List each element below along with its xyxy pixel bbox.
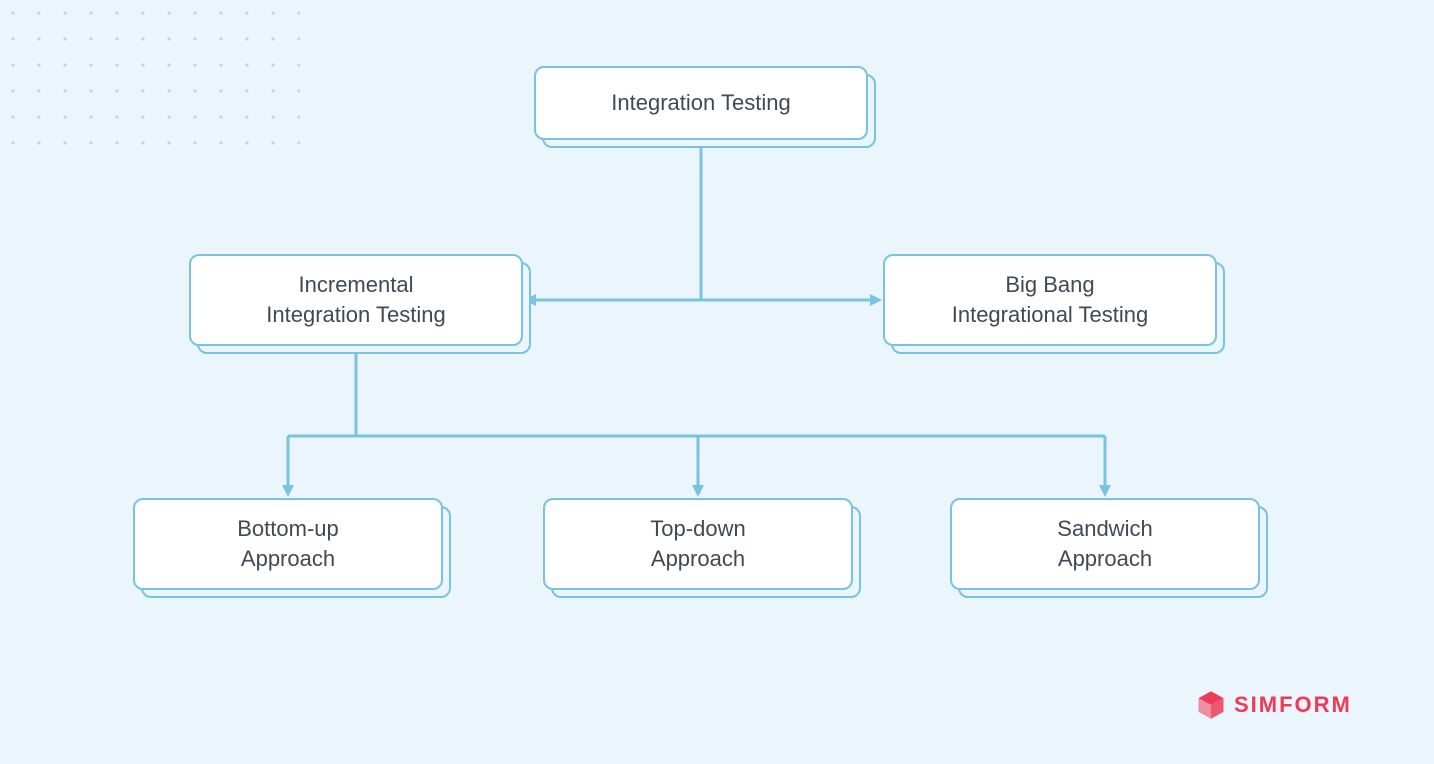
node-root: Integration Testing xyxy=(534,66,876,148)
node-box: Bottom-up Approach xyxy=(133,498,443,590)
dot-grid xyxy=(0,0,300,150)
logo-text: SIMFORM xyxy=(1234,692,1352,718)
node-bigbang: Big Bang Integrational Testing xyxy=(883,254,1225,354)
node-incremental: Incremental Integration Testing xyxy=(189,254,531,354)
node-box: Integration Testing xyxy=(534,66,868,140)
node-box: Sandwich Approach xyxy=(950,498,1260,590)
node-box: Big Bang Integrational Testing xyxy=(883,254,1217,346)
logo: SIMFORM xyxy=(1196,690,1352,720)
node-box: Top-down Approach xyxy=(543,498,853,590)
logo-icon xyxy=(1196,690,1226,720)
node-bottomup: Bottom-up Approach xyxy=(133,498,451,598)
node-sandwich: Sandwich Approach xyxy=(950,498,1268,598)
node-box: Incremental Integration Testing xyxy=(189,254,523,346)
node-topdown: Top-down Approach xyxy=(543,498,861,598)
